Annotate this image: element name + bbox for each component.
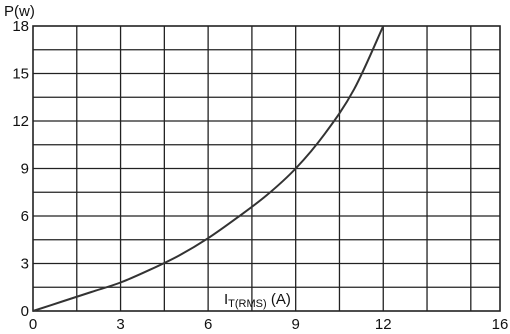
x-tick-label: 9 xyxy=(292,316,300,333)
x-tick-label: 12 xyxy=(375,316,392,333)
y-tick-label: 6 xyxy=(21,208,29,225)
y-tick-label: 15 xyxy=(12,66,29,83)
y-tick-labels: 0 3 6 9 12 15 18 xyxy=(12,18,29,320)
y-tick-label: 18 xyxy=(12,18,29,35)
y-tick-label: 12 xyxy=(12,113,29,130)
x-axis-label: IT(RMS) (A) xyxy=(224,291,291,310)
x-tick-label: 3 xyxy=(116,316,124,333)
y-tick-label: 3 xyxy=(21,256,29,273)
x-tick-label: 6 xyxy=(204,316,212,333)
plot-frame xyxy=(32,25,501,312)
x-tick-label: 16 xyxy=(492,316,509,333)
x-axis-label-unit: (A) xyxy=(267,291,291,308)
series-layer xyxy=(32,25,385,312)
x-tick-labels: 0 3 6 9 12 16 xyxy=(29,316,509,333)
series-line xyxy=(32,25,385,312)
y-tick-label: 9 xyxy=(21,161,29,178)
x-axis-label-sub: T(RMS) xyxy=(228,298,267,310)
y-tick-label: 0 xyxy=(21,303,29,320)
y-axis-label: P(w) xyxy=(4,3,35,20)
x-tick-label: 0 xyxy=(29,316,37,333)
x-axis-label-main: I xyxy=(224,291,228,308)
grid xyxy=(33,26,500,311)
